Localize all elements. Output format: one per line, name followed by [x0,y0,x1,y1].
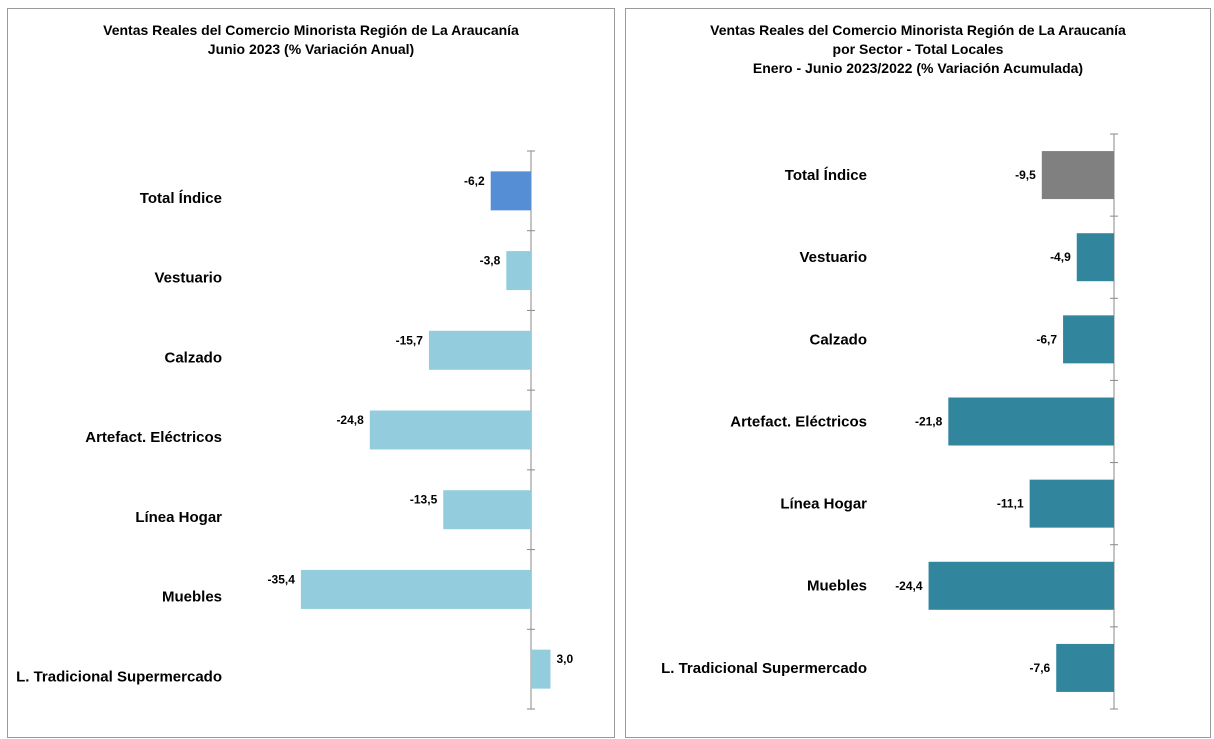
category-label: Total Índice [140,190,222,207]
data-label: -7,6 [1030,661,1051,675]
bar [1076,233,1114,282]
category-label: Artefact. Eléctricos [730,413,867,430]
bar [300,569,531,609]
bar [1041,151,1114,200]
bar [948,397,1114,446]
data-label: -3,8 [480,254,501,268]
category-label: Muebles [162,589,222,606]
bar-chart-anual: -6,2 Total Índice -3,8 Vestuario -15,7 Calzad… [16,150,574,710]
data-label: -4,9 [1050,250,1071,264]
data-label: -15,7 [396,333,424,347]
category-label: L. Tradicional Supermercado [661,660,867,677]
chart-title: Ventas Reales del Comercio Minorista Reg… [103,22,519,57]
category-label: Calzado [164,349,222,366]
bar [443,490,531,530]
category-label: L. Tradicional Supermercado [16,668,222,685]
category-label: Muebles [807,578,867,595]
bar [928,561,1114,610]
bar [428,330,531,370]
bar [490,171,531,211]
bar [369,410,531,450]
data-label: -6,7 [1036,332,1057,346]
data-label: -13,5 [410,493,438,507]
bar [1063,315,1114,364]
bar [1029,479,1114,528]
chart-title: Ventas Reales del Comercio Minorista Reg… [710,22,1126,76]
data-label: -24,4 [895,579,923,593]
data-label: 3,0 [557,652,574,666]
bar [1056,643,1114,692]
bar [531,649,551,689]
category-label: Total Índice [785,167,867,184]
category-label: Calzado [809,331,867,348]
chart-panel-anual: Ventas Reales del Comercio Minorista Reg… [7,8,615,738]
chart-panel-acumulada: Ventas Reales del Comercio Minorista Reg… [625,8,1211,738]
data-label: -9,5 [1015,168,1036,182]
data-label: -24,8 [336,413,364,427]
bar-chart-acumulada: -9,5 Total Índice -4,9 Vestuario -6,7 Calzado… [661,133,1118,710]
bar [506,251,531,291]
category-label: Vestuario [154,270,222,287]
category-label: Artefact. Eléctricos [85,429,222,446]
category-label: Vestuario [799,249,867,266]
data-label: -35,4 [268,572,296,586]
category-label: Línea Hogar [135,509,222,526]
data-label: -11,1 [997,497,1024,511]
data-label: -21,8 [915,415,943,429]
category-label: Línea Hogar [780,496,867,513]
data-label: -6,2 [464,174,485,188]
